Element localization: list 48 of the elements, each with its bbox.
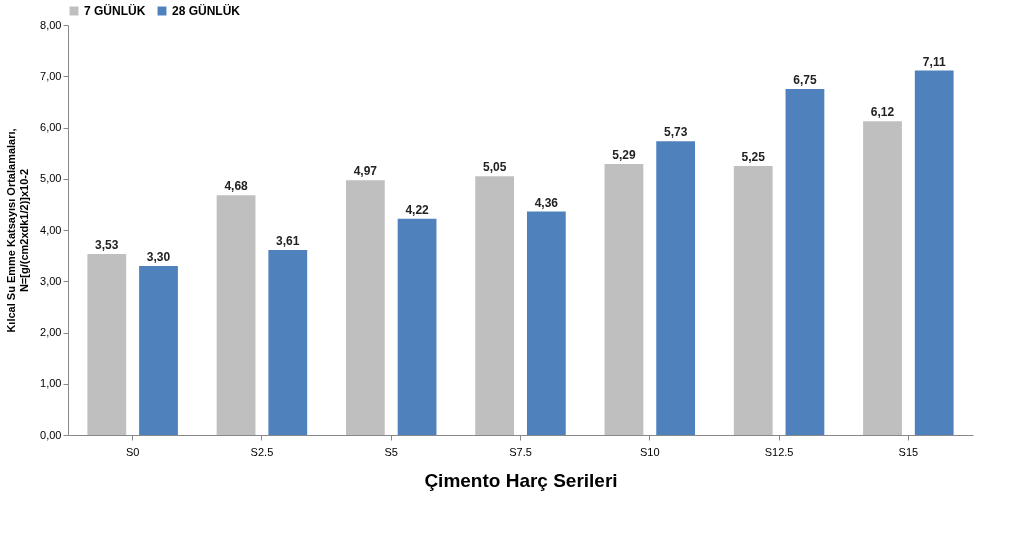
- y-axis-title: Kılcal Su Emme Katsayısı Ortalamaları, N=[g/(cm2xdk1/2)]x10-2: [5, 128, 31, 333]
- bar: [526, 211, 566, 435]
- y-tick-label: 7,00: [40, 69, 62, 82]
- x-tick-label: S15: [898, 445, 919, 458]
- x-tick-label: S7.5: [509, 445, 532, 458]
- y-tick-label: 2,00: [40, 326, 62, 338]
- bar: [785, 89, 825, 435]
- x-axis-title: Çimento Harç Serileri: [424, 469, 618, 491]
- bar: [397, 218, 437, 435]
- data-label: 3,53: [95, 238, 119, 253]
- data-label: 4,68: [224, 179, 249, 194]
- bar: [216, 195, 256, 435]
- y-tick-label: 4,00: [40, 223, 62, 236]
- data-label: 4,36: [534, 195, 559, 210]
- x-tick-label: S2.5: [250, 445, 274, 458]
- data-label: 5,05: [482, 160, 507, 175]
- y-tick-label: 1,00: [40, 377, 62, 390]
- data-label: 5,29: [612, 147, 636, 162]
- bar: [87, 254, 127, 435]
- y-tick-label: 5,00: [40, 172, 62, 185]
- data-label: 4,22: [405, 202, 430, 217]
- data-label: 6,12: [870, 105, 895, 120]
- bar: [604, 163, 644, 435]
- bar: [475, 176, 515, 435]
- legend-label: 28 GÜNLÜK: [172, 3, 241, 18]
- data-label: 5,25: [741, 149, 766, 164]
- bar: [863, 121, 902, 435]
- y-tick-label: 3,00: [40, 274, 62, 287]
- x-tick-label: S10: [640, 445, 660, 458]
- x-tick-label: S5: [384, 445, 398, 458]
- data-label: 4,97: [353, 164, 378, 179]
- bar: [345, 180, 385, 435]
- bar: [733, 165, 773, 435]
- data-label: 5,73: [663, 125, 688, 140]
- x-tick-label: S0: [125, 445, 140, 458]
- data-label: 7,11: [922, 54, 946, 69]
- y-tick-label: 8,00: [40, 18, 62, 31]
- y-tick-label: 0,00: [40, 428, 62, 441]
- bar: [139, 265, 178, 435]
- y-tick-label: 6,00: [40, 121, 62, 133]
- bar: [656, 141, 696, 435]
- data-label: 3,30: [146, 249, 171, 264]
- x-tick-label: S12.5: [764, 445, 794, 458]
- data-label: 3,61: [276, 233, 300, 248]
- bar: [268, 249, 308, 435]
- bar: [914, 70, 954, 435]
- data-label: 6,75: [793, 73, 817, 88]
- legend-label: 7 GÜNLÜK: [84, 3, 146, 18]
